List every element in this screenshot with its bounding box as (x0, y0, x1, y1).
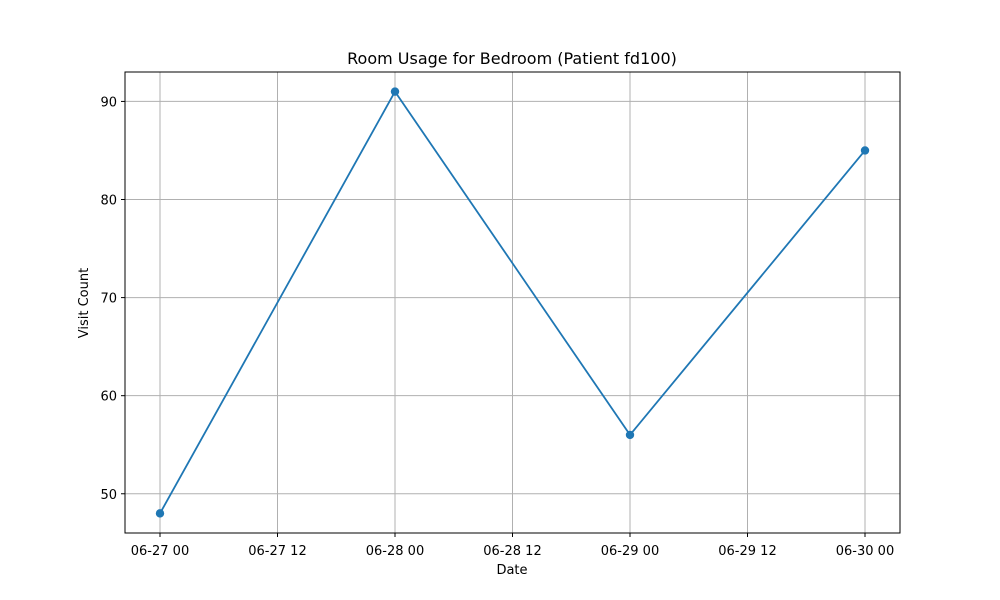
x-tick-label: 06-30 00 (836, 544, 894, 559)
x-tick-label: 06-27 12 (248, 544, 306, 559)
x-axis-ticks: 06-27 00 06-27 12 06-28 00 06-28 12 06-29 00… (131, 533, 894, 559)
y-axis-label: Visit Count (77, 268, 92, 338)
x-axis-label: Date (496, 563, 527, 578)
data-point (625, 430, 635, 440)
y-tick-label: 50 (100, 488, 117, 503)
y-tick-label: 90 (100, 95, 117, 110)
x-tick-label: 06-27 00 (131, 544, 189, 559)
series-layer (155, 87, 870, 518)
y-tick-label: 60 (100, 390, 117, 405)
data-point (155, 509, 165, 518)
series-line (159, 90, 866, 514)
x-tick-label: 06-28 12 (483, 544, 541, 559)
x-tick-label: 06-28 00 (366, 544, 424, 559)
data-point (860, 146, 870, 155)
data-point (390, 87, 400, 96)
x-tick-label: 06-29 12 (718, 544, 776, 559)
y-axis-ticks: 50 60 70 80 90 (100, 95, 125, 503)
grid-lines (125, 72, 900, 533)
chart-title: Room Usage for Bedroom (Patient fd100) (347, 49, 677, 68)
x-tick-label: 06-29 00 (601, 544, 659, 559)
y-tick-label: 80 (100, 194, 117, 209)
y-tick-label: 70 (100, 292, 117, 307)
